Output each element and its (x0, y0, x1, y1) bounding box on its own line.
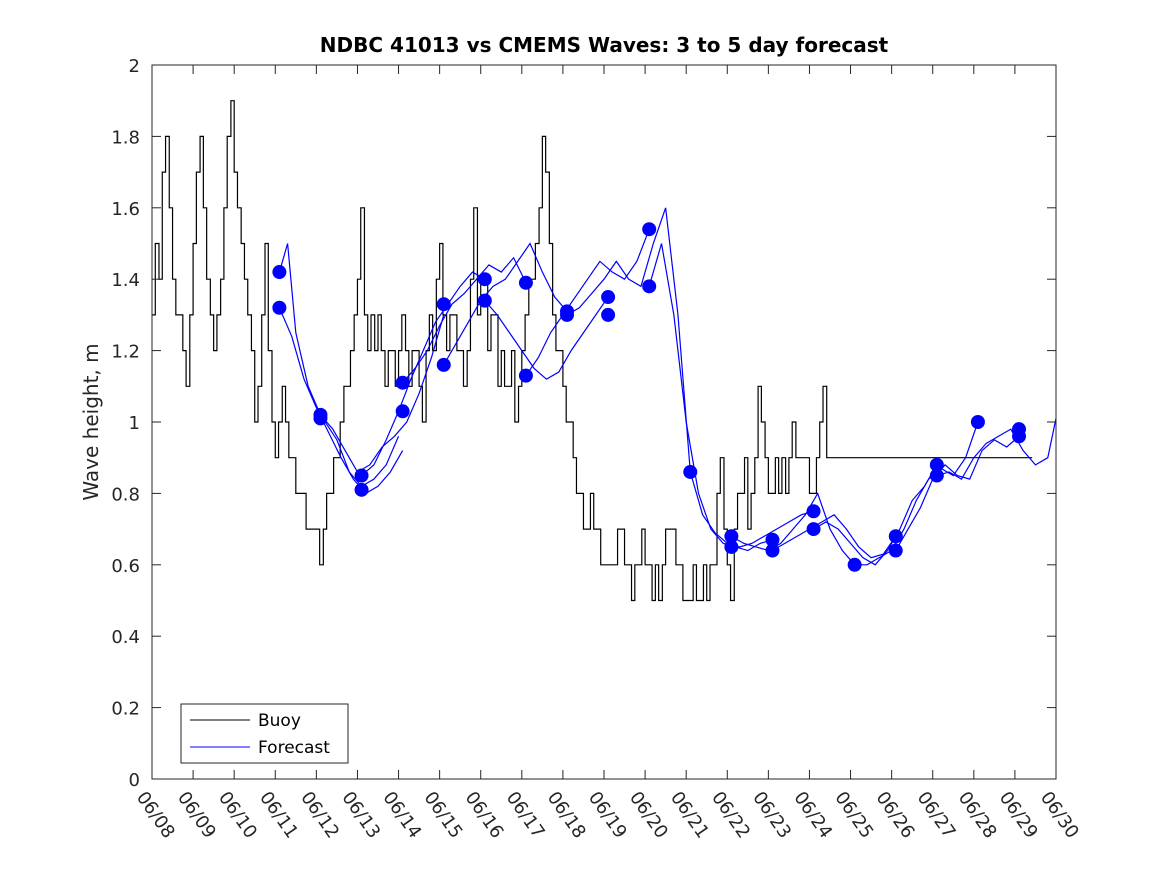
forecast-marker (313, 411, 328, 426)
forecast-marker (929, 468, 944, 483)
y-tick-label: 1.8 (111, 127, 140, 148)
x-tick-label: 06/30 (1036, 788, 1083, 843)
forecast-marker (888, 543, 903, 558)
forecast-marker (436, 357, 451, 372)
forecast-line (443, 242, 568, 366)
y-tick-label: 0.8 (111, 484, 140, 505)
forecast-marker (806, 522, 821, 537)
forecast-marker (395, 404, 410, 419)
forecast-marker (765, 543, 780, 558)
forecast-marker (354, 482, 369, 497)
forecast-marker (477, 293, 492, 308)
forecast-line (278, 307, 404, 495)
forecast-marker (272, 265, 287, 280)
legend: Buoy Forecast (180, 703, 349, 764)
x-tick-label: 06/18 (543, 788, 590, 843)
forecast-line (402, 256, 527, 384)
forecast-line (484, 296, 609, 380)
buoy-line (152, 100, 1033, 602)
y-tick-label: 0 (129, 770, 140, 791)
legend-buoy-label: Buoy (258, 711, 301, 731)
x-tick-label: 06/20 (625, 788, 672, 843)
x-tick-label: 06/17 (502, 788, 549, 843)
x-tick-label: 06/19 (584, 788, 631, 843)
forecast-line (278, 243, 400, 488)
forecast-line (689, 471, 814, 548)
forecast-marker (1012, 429, 1027, 444)
y-tick-label: 1.4 (111, 270, 140, 291)
x-tick-label: 06/14 (378, 788, 425, 843)
x-tick-label: 06/11 (255, 788, 302, 843)
y-tick-label: 2 (129, 56, 140, 77)
forecast-line (772, 514, 897, 559)
forecast-marker (518, 275, 533, 290)
forecast-line (648, 243, 773, 552)
forecast-marker (436, 297, 451, 312)
forecast-marker (518, 368, 533, 383)
forecast-marker (395, 375, 410, 390)
forecast-line (566, 207, 691, 473)
x-tick-label: 06/26 (872, 788, 919, 843)
forecast-marker (642, 222, 657, 237)
x-tick-label: 06/16 (461, 788, 508, 843)
forecast-marker (601, 307, 616, 322)
x-tick-label: 06/24 (789, 788, 836, 843)
forecast-marker (354, 468, 369, 483)
legend-box (180, 703, 349, 764)
forecast-marker (806, 504, 821, 519)
plot-area (152, 65, 1056, 779)
forecast-line (361, 271, 486, 477)
series-layer (152, 100, 1057, 602)
y-tick-label: 1.6 (111, 199, 140, 220)
x-tick-label: 06/15 (420, 788, 467, 843)
forecast-marker (560, 307, 575, 322)
forecast-line (895, 435, 1020, 551)
y-axis: 0 0.2 0.4 0.6 0.8 1 1.2 1.4 1.6 1.8 2 (111, 56, 1056, 791)
forecast-marker (888, 529, 903, 544)
forecast-line (731, 491, 856, 566)
legend-forecast-label: Forecast (258, 738, 330, 758)
chart-title: NDBC 41013 vs CMEMS Waves: 3 to 5 day fo… (320, 33, 889, 57)
x-tick-label: 06/21 (666, 788, 713, 843)
x-tick-label: 06/27 (913, 788, 960, 843)
forecast-marker (477, 272, 492, 287)
forecast-marker (601, 290, 616, 305)
forecast-marker (272, 300, 287, 315)
x-tick-label: 06/13 (337, 788, 384, 843)
forecast-marker (970, 415, 985, 429)
forecast-marker (642, 279, 657, 294)
x-tick-label: 06/25 (830, 788, 877, 843)
y-tick-label: 1 (129, 413, 140, 434)
x-tick-label: 06/12 (296, 788, 343, 843)
forecast-line (813, 464, 938, 566)
x-tick-label: 06/28 (954, 788, 1001, 843)
x-tick-label: 06/08 (132, 788, 179, 843)
x-tick-label: 06/09 (173, 788, 220, 843)
forecast-line (936, 418, 1057, 480)
x-tick-label: 06/23 (748, 788, 795, 843)
y-tick-label: 0.6 (111, 556, 140, 577)
y-tick-label: 0.4 (111, 627, 140, 648)
y-axis-label: Wave height, m (79, 343, 103, 500)
y-tick-label: 0.2 (111, 699, 140, 720)
marker-layer (272, 222, 1027, 572)
x-tick-label: 06/10 (214, 788, 261, 843)
forecast-marker (847, 557, 862, 572)
forecast-marker (683, 464, 698, 479)
forecast-line (525, 229, 650, 376)
y-tick-label: 1.2 (111, 342, 140, 363)
forecast-line (854, 421, 979, 566)
x-tick-label: 06/22 (707, 788, 754, 843)
x-tick-label: 06/29 (995, 788, 1042, 843)
forecast-marker (724, 539, 739, 554)
